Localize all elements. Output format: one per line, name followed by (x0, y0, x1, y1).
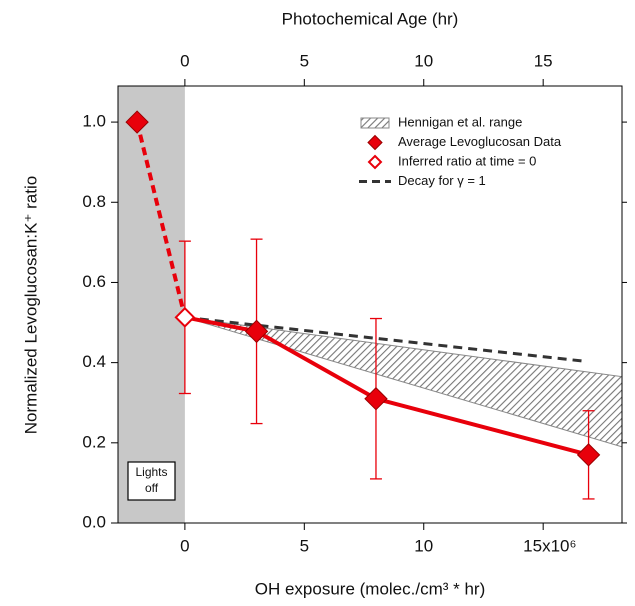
data-point (244, 319, 269, 344)
annotation: Lights (135, 465, 167, 479)
legend-swatch (367, 134, 383, 151)
legend-swatch (367, 154, 383, 170)
y-tick-label: 0.6 (82, 272, 106, 291)
top-tick-label: 15 (534, 51, 553, 70)
x-tick-label: 15x10⁶ (523, 536, 576, 555)
legend-label: Inferred ratio at time = 0 (398, 153, 536, 168)
lights-off-line (135, 121, 187, 318)
legend-label: Hennigan et al. range (398, 114, 522, 129)
top-tick-label: 0 (180, 51, 189, 70)
y-tick-label: 0.8 (82, 192, 106, 211)
lights-off-region (118, 86, 185, 523)
annotation: off (145, 481, 159, 495)
legend-label: Decay for γ = 1 (398, 173, 486, 188)
annotation-box (127, 461, 176, 501)
x-tick-label: 5 (300, 536, 309, 555)
data-point (364, 387, 388, 411)
y-axis-title: Normalized Levoglucosan:K⁺ ratio (21, 176, 40, 434)
top-tick-label: 5 (300, 51, 309, 70)
x-axis-title: OH exposure (molec./cm³ * hr) (255, 579, 486, 598)
legend-swatch (360, 117, 390, 129)
y-tick-label: 0.2 (82, 432, 106, 451)
inferred-point (174, 306, 196, 328)
data-line (184, 315, 590, 457)
y-tick-label: 1.0 (82, 112, 106, 131)
y-tick-label: 0.0 (82, 512, 106, 531)
x-tick-label: 10 (414, 536, 433, 555)
plot-frame (117, 85, 623, 524)
legend-label: Average Levoglucosan Data (398, 134, 562, 149)
data-point (125, 110, 149, 134)
top-axis-title: Photochemical Age (hr) (282, 9, 459, 28)
y-tick-label: 0.4 (82, 352, 106, 371)
data-point (576, 443, 601, 467)
x-tick-label: 0 (180, 536, 189, 555)
top-tick-label: 10 (414, 51, 433, 70)
